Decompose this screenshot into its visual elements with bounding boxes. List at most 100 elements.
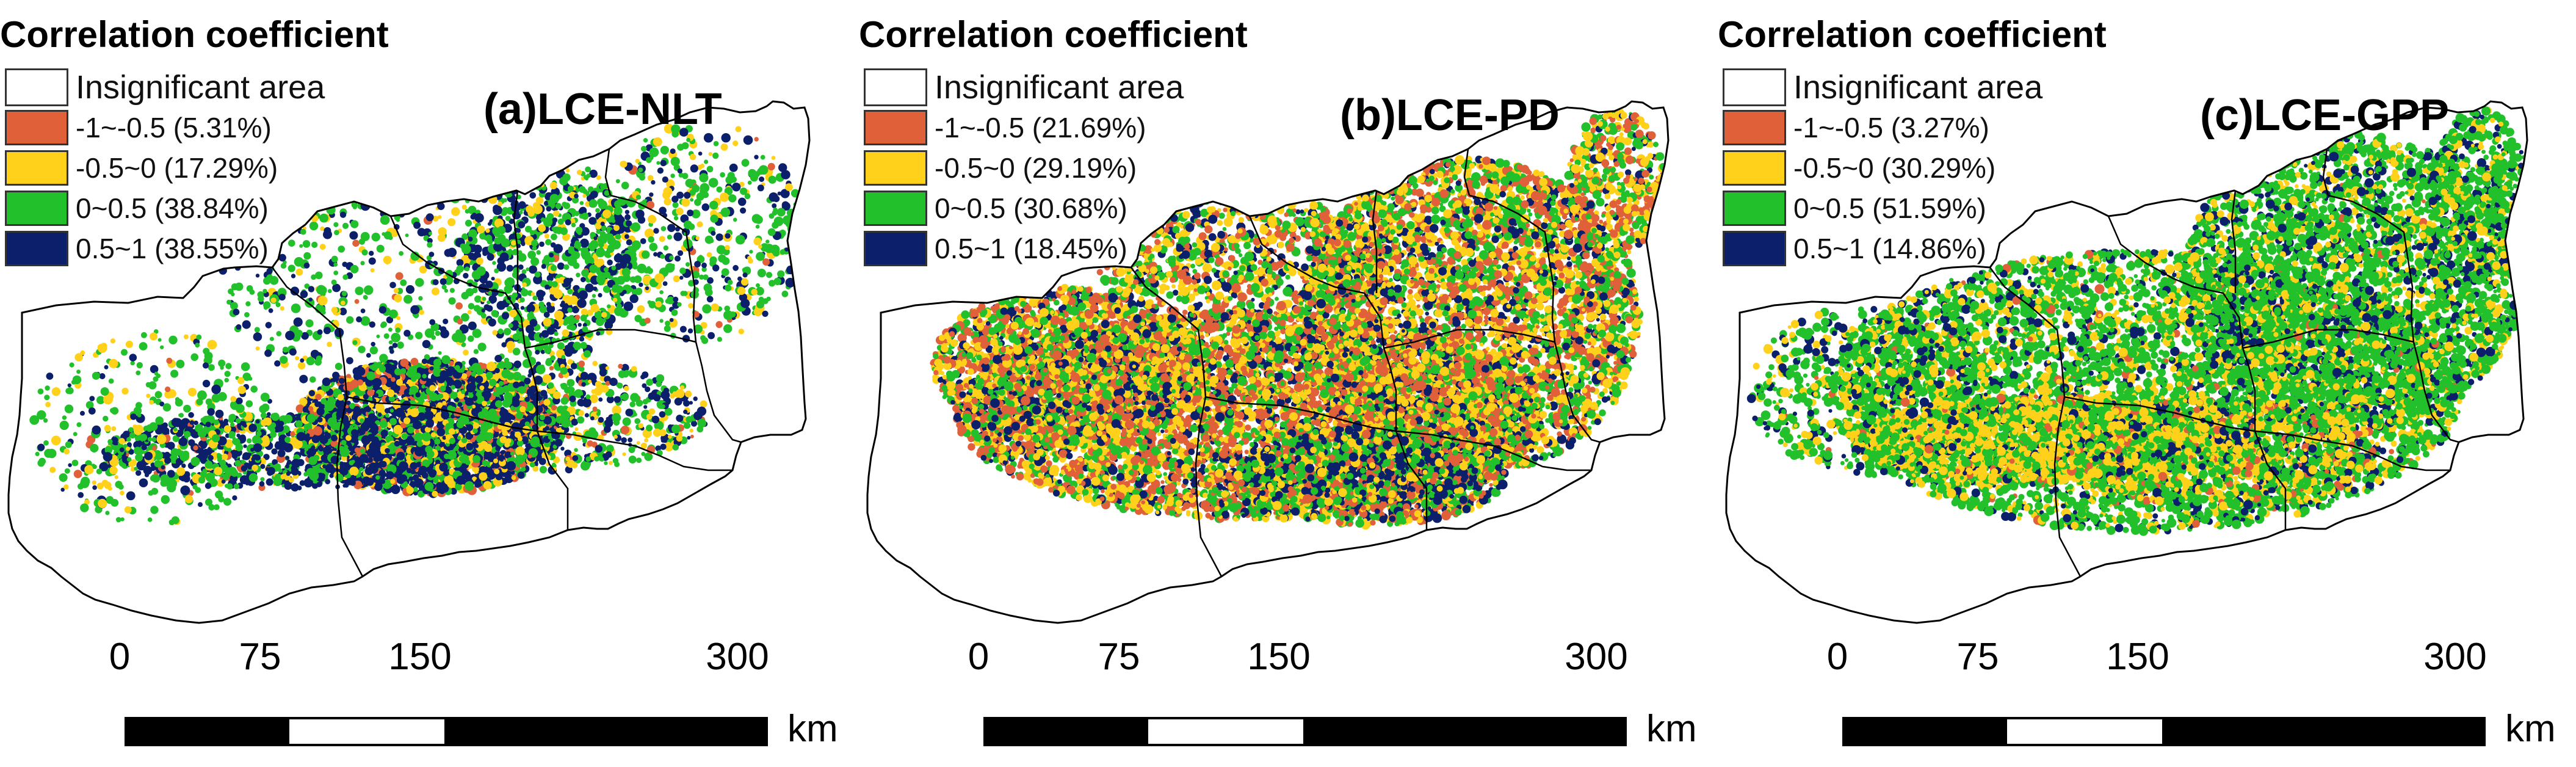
map-cell xyxy=(589,264,598,274)
map-cell xyxy=(482,401,487,407)
map-cell xyxy=(328,163,338,172)
map-cell xyxy=(622,452,626,456)
map-cell xyxy=(371,426,375,431)
map-cell xyxy=(548,382,554,389)
map-cell xyxy=(472,191,482,200)
map-cell xyxy=(291,459,301,468)
map-cell xyxy=(310,446,315,451)
map-cell xyxy=(347,442,352,447)
map-cell xyxy=(337,394,344,401)
map-cell xyxy=(493,155,502,165)
map-cell xyxy=(531,436,540,445)
map-cell xyxy=(170,448,179,457)
map-cell xyxy=(504,442,510,448)
map-cell xyxy=(672,444,679,451)
map-cell xyxy=(479,385,485,391)
map-cell xyxy=(377,412,382,417)
map-cell xyxy=(544,233,550,239)
map-cell xyxy=(693,396,698,401)
map-cell xyxy=(553,391,561,399)
map-cell xyxy=(522,177,527,183)
map-cell xyxy=(542,374,552,383)
map-cell xyxy=(517,436,523,442)
map-cell xyxy=(436,427,446,437)
map-cell xyxy=(660,443,667,450)
map-cell xyxy=(683,399,690,407)
map-cell xyxy=(290,431,295,437)
map-cell xyxy=(579,336,585,342)
map-cell xyxy=(494,183,500,189)
map-cell xyxy=(448,297,456,305)
map-cell xyxy=(606,416,610,421)
map-cell xyxy=(473,305,481,312)
map-cell xyxy=(574,194,579,198)
map-cell xyxy=(242,452,251,460)
map-cell xyxy=(643,405,648,409)
map-cell xyxy=(595,445,603,453)
map-cell xyxy=(433,478,439,484)
map-cell xyxy=(480,429,487,436)
map-cell xyxy=(410,408,419,417)
map-cell xyxy=(399,167,403,172)
map-cell xyxy=(549,366,554,371)
map-cell xyxy=(530,292,535,296)
map-cell xyxy=(260,463,266,470)
map-cell xyxy=(494,451,500,457)
map-cell xyxy=(477,343,487,352)
map-cell xyxy=(505,216,511,221)
map-cell xyxy=(554,438,563,447)
map-cell xyxy=(499,457,504,462)
map-cell xyxy=(277,449,286,457)
map-cell xyxy=(697,418,706,428)
map-cell xyxy=(483,481,492,490)
map-cell xyxy=(389,349,394,354)
map-cell xyxy=(414,478,424,488)
map-cell xyxy=(541,169,547,175)
map-cell xyxy=(388,431,393,436)
map-cell xyxy=(429,180,436,188)
map-cell xyxy=(363,186,372,195)
map-cell xyxy=(446,435,451,440)
map-cell xyxy=(501,342,507,347)
map-cell xyxy=(446,167,455,176)
map-cell xyxy=(488,409,497,418)
map-cell xyxy=(464,172,468,177)
map-cell xyxy=(121,463,127,468)
map-cell xyxy=(386,156,394,163)
map-cell xyxy=(349,231,358,240)
map-cell xyxy=(672,391,678,396)
map-cell xyxy=(340,300,346,305)
map-cell xyxy=(539,241,545,247)
map-cell xyxy=(442,401,447,405)
map-cell xyxy=(598,416,604,423)
map-cell xyxy=(497,174,505,181)
map-cell xyxy=(625,409,634,416)
map-cell xyxy=(519,171,526,178)
map-cell xyxy=(508,323,513,329)
map-cell xyxy=(686,416,693,423)
map-cell xyxy=(403,417,411,424)
map-cell xyxy=(487,468,494,476)
map-cell xyxy=(230,422,235,427)
map-cell xyxy=(527,373,532,378)
map-cell xyxy=(585,456,592,462)
map-cell xyxy=(395,327,401,333)
map-cell xyxy=(450,414,455,419)
map-cell xyxy=(551,233,557,241)
map-cell xyxy=(429,319,436,325)
map-cell xyxy=(605,366,610,370)
map-cell xyxy=(604,426,611,433)
map-cell xyxy=(506,264,513,272)
map-cell xyxy=(598,397,603,402)
map-cell xyxy=(529,462,535,468)
map-cell xyxy=(374,393,379,398)
map-cell xyxy=(546,302,551,307)
map-cell xyxy=(525,225,532,233)
map-cell xyxy=(656,380,662,387)
map-cell xyxy=(483,165,491,173)
map-cell xyxy=(379,354,388,363)
map-cell xyxy=(327,341,332,347)
map-cell xyxy=(557,342,565,350)
map-cell xyxy=(361,435,371,445)
map-cell xyxy=(297,362,306,369)
